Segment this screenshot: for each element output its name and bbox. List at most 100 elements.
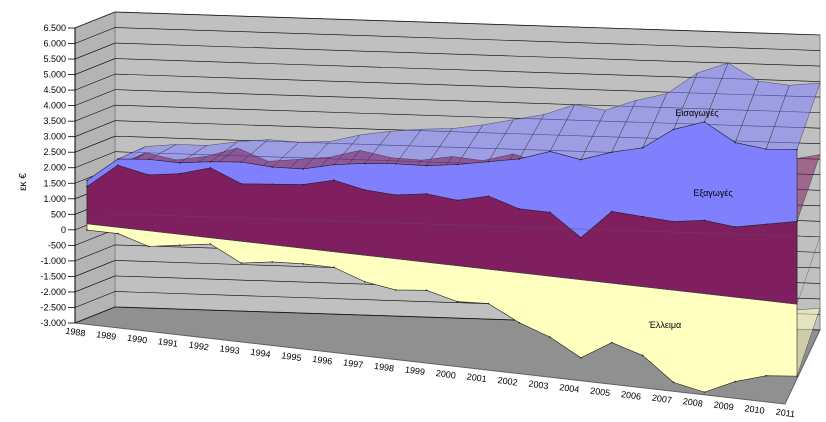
y-tick-label: 0 — [61, 225, 66, 235]
data-point — [395, 163, 397, 165]
data-point — [117, 164, 119, 166]
data-point — [580, 357, 582, 359]
y-tick-label: 2.000 — [43, 163, 66, 173]
data-point — [86, 229, 88, 231]
data-point — [765, 375, 767, 377]
x-tick-label: 1998 — [373, 361, 394, 374]
y-tick-label: 2.500 — [43, 147, 66, 157]
x-tick-label: 1988 — [65, 326, 86, 339]
data-point — [210, 167, 212, 169]
y-tick-label: -1.000 — [40, 256, 66, 266]
data-point — [518, 208, 520, 210]
data-point — [642, 147, 644, 149]
data-point — [148, 246, 150, 248]
data-point — [364, 189, 366, 191]
data-point — [271, 261, 273, 263]
y-tick-label: -3.000 — [40, 318, 66, 328]
data-point — [333, 179, 335, 181]
data-point — [734, 381, 736, 383]
y-axis-label: εκ € — [18, 173, 29, 191]
data-point — [673, 382, 675, 384]
x-tick-label: 1996 — [312, 354, 333, 367]
y-tick-label: -1.500 — [40, 271, 66, 281]
y-tick-label: 1.500 — [43, 178, 66, 188]
data-point — [333, 164, 335, 166]
data-point — [549, 336, 551, 338]
data-point — [241, 183, 243, 185]
series-label-deficit: Έλλειμα — [648, 320, 681, 330]
y-tick-label: -2.000 — [40, 287, 66, 297]
x-tick-label: 1994 — [250, 347, 271, 360]
data-point — [611, 211, 613, 213]
data-point — [364, 281, 366, 283]
y-tick-label: 4.500 — [43, 85, 66, 95]
data-point — [86, 186, 88, 188]
data-point — [704, 121, 706, 123]
y-tick-label: 6.000 — [43, 39, 66, 49]
data-point — [673, 129, 675, 131]
y-tick-label: 6.500 — [43, 23, 66, 33]
data-point — [518, 322, 520, 324]
data-point — [179, 162, 181, 164]
x-tick-label: 1993 — [219, 343, 240, 356]
data-point — [580, 159, 582, 161]
series-label-exports: Εξαγωγές — [693, 188, 733, 198]
data-point — [426, 290, 428, 292]
data-point — [179, 173, 181, 175]
x-tick-label: 2011 — [775, 407, 796, 420]
x-tick-label: 1992 — [188, 340, 209, 353]
data-point — [796, 149, 798, 151]
x-tick-label: 2000 — [435, 368, 456, 381]
data-point — [241, 262, 243, 264]
data-point — [704, 220, 706, 222]
x-tick-label: 2007 — [651, 393, 672, 406]
x-tick-label: 1995 — [281, 350, 302, 363]
data-point — [333, 267, 335, 269]
data-point — [580, 237, 582, 239]
series-label-imports: Εισαγωγές — [675, 108, 719, 118]
data-point — [765, 148, 767, 150]
x-tick-label: 2008 — [682, 396, 703, 409]
data-point — [86, 180, 88, 182]
x-tick-label: 2005 — [590, 386, 611, 399]
data-point — [457, 301, 459, 303]
x-tick-label: 2002 — [497, 375, 518, 388]
y-tick-label: 5.000 — [43, 70, 66, 80]
y-tick-label: 4.000 — [43, 101, 66, 111]
y-tick-label: 3.500 — [43, 116, 66, 126]
data-point — [488, 161, 490, 163]
x-tick-label: 1999 — [404, 364, 425, 377]
data-point — [457, 164, 459, 166]
data-point — [611, 151, 613, 153]
x-tick-label: 2006 — [620, 389, 641, 402]
y-axis-ticks: 6.500 6.000 5.500 5.000 4.500 4.000 3.500 3.000… — [40, 23, 75, 328]
x-tick-label: 2010 — [744, 403, 765, 416]
data-point — [642, 355, 644, 357]
data-point — [518, 158, 520, 160]
data-point — [210, 243, 212, 245]
x-tick-label: 1991 — [157, 336, 178, 349]
data-point — [395, 194, 397, 196]
data-point — [611, 342, 613, 344]
data-point — [549, 212, 551, 214]
data-point — [457, 200, 459, 202]
data-point — [271, 166, 273, 168]
data-point — [241, 161, 243, 163]
data-point — [271, 183, 273, 185]
data-point — [765, 223, 767, 225]
x-tick-label: 2001 — [466, 371, 487, 384]
data-point — [148, 159, 150, 161]
data-point — [734, 142, 736, 144]
y-tick-label: 1.000 — [43, 194, 66, 204]
y-tick-label: 5.500 — [43, 54, 66, 64]
x-tick-label: 2009 — [713, 400, 734, 413]
data-point — [364, 163, 366, 165]
x-tick-label: 1990 — [127, 333, 148, 346]
data-point — [426, 193, 428, 195]
data-point — [302, 184, 304, 186]
data-point — [796, 221, 798, 223]
data-point — [210, 161, 212, 163]
data-point — [179, 244, 181, 246]
y-tick-label: -2.500 — [40, 302, 66, 312]
